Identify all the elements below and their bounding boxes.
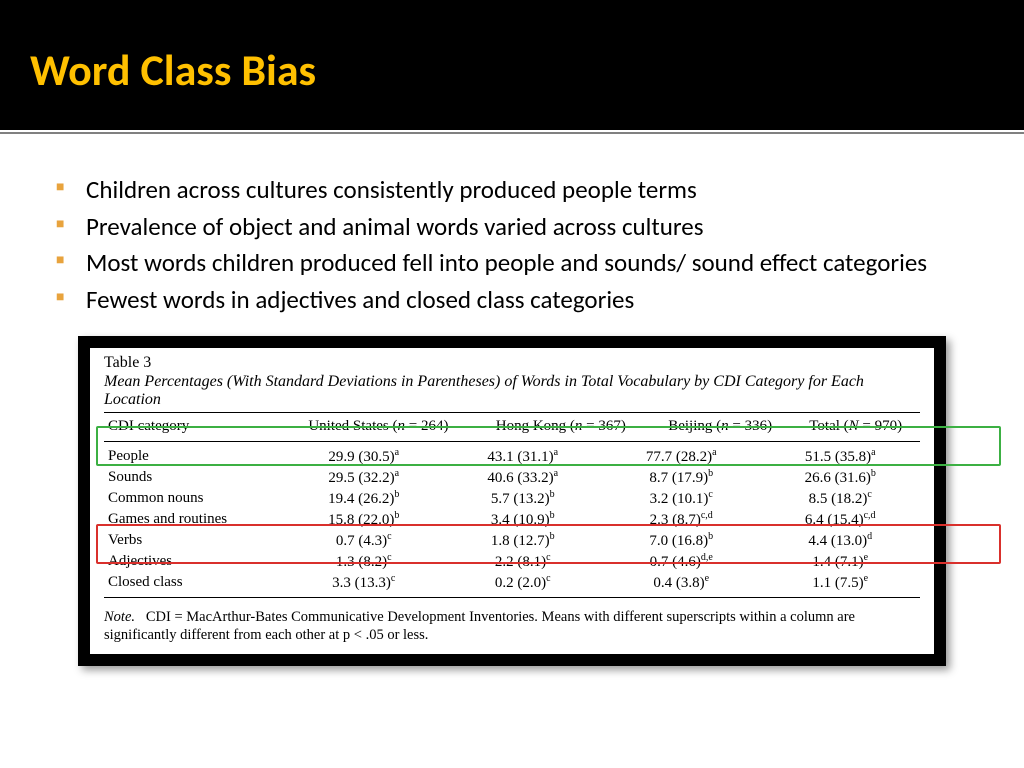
data-table-body: People29.9 (30.5)a43.1 (31.1)a77.7 (28.2… [104,446,920,593]
bullet-item: Prevalence of object and animal words va… [50,211,974,244]
cell-us: 3.3 (13.3)c [284,572,444,593]
table-row: Sounds29.5 (32.2)a40.6 (33.2)a8.7 (17.9)… [104,467,920,488]
cell-bj: 77.7 (28.2)a [602,446,760,467]
table-row: Closed class3.3 (13.3)c0.2 (2.0)c0.4 (3.… [104,572,920,593]
cell-hk: 1.8 (12.7)b [444,530,602,551]
cell-bj: 8.7 (17.9)b [602,467,760,488]
cell-total: 4.4 (13.0)d [760,530,920,551]
table-label: Table 3 [104,354,920,372]
table-col-header: Total (N = 970) [791,417,920,438]
table-row: Adjectives1.3 (8.2)c2.2 (8.1)c0.7 (4.6)d… [104,551,920,572]
table-row: Verbs0.7 (4.3)c1.8 (12.7)b7.0 (16.8)b4.4… [104,530,920,551]
bullet-list: Children across cultures consistently pr… [50,174,974,316]
table-note: Note. CDI = MacArthur-Bates Communicativ… [104,608,920,644]
cell-category: Verbs [104,530,284,551]
note-lead: Note. [104,609,135,625]
table-rule-bottom [104,597,920,598]
table-col-header: Beijing (n = 336) [649,417,792,438]
table-col-header: United States (n = 264) [284,417,473,438]
note-body: CDI = MacArthur-Bates Communicative Deve… [104,609,855,643]
cell-us: 29.5 (32.2)a [284,467,444,488]
slide-body: Children across cultures consistently pr… [0,134,1024,666]
cell-total: 26.6 (31.6)b [760,467,920,488]
cell-category: Closed class [104,572,284,593]
cell-category: Games and routines [104,509,284,530]
cell-total: 6.4 (15.4)c,d [760,509,920,530]
cell-hk: 0.2 (2.0)c [444,572,602,593]
cell-hk: 3.4 (10.9)b [444,509,602,530]
cell-hk: 5.7 (13.2)b [444,488,602,509]
data-table: CDI categoryUnited States (n = 264)Hong … [104,417,920,438]
cell-us: 15.8 (22.0)b [284,509,444,530]
table-container: Table 3 Mean Percentages (With Standard … [78,336,946,666]
cell-bj: 2.3 (8.7)c,d [602,509,760,530]
table-row: People29.9 (30.5)a43.1 (31.1)a77.7 (28.2… [104,446,920,467]
bullet-item: Fewest words in adjectives and closed cl… [50,284,974,317]
cell-bj: 3.2 (10.1)c [602,488,760,509]
cell-total: 51.5 (35.8)a [760,446,920,467]
cell-us: 1.3 (8.2)c [284,551,444,572]
table-rule-mid [104,441,920,442]
table-col-header: CDI category [104,417,284,438]
cell-hk: 43.1 (31.1)a [444,446,602,467]
title-bar: Word Class Bias [0,0,1024,130]
cell-category: Sounds [104,467,284,488]
cell-bj: 7.0 (16.8)b [602,530,760,551]
cell-category: Common nouns [104,488,284,509]
table-caption: Mean Percentages (With Standard Deviatio… [104,373,920,409]
table-header-row: CDI categoryUnited States (n = 264)Hong … [104,417,920,438]
cell-hk: 40.6 (33.2)a [444,467,602,488]
cell-total: 8.5 (18.2)c [760,488,920,509]
cell-total: 1.1 (7.5)e [760,572,920,593]
cell-category: People [104,446,284,467]
table-rule-top [104,412,920,413]
cell-bj: 0.7 (4.6)d,e [602,551,760,572]
bullet-item: Most words children produced fell into p… [50,247,974,280]
cell-total: 1.4 (7.1)e [760,551,920,572]
cell-category: Adjectives [104,551,284,572]
cell-bj: 0.4 (3.8)e [602,572,760,593]
cell-us: 0.7 (4.3)c [284,530,444,551]
slide-title: Word Class Bias [30,43,316,97]
table-row: Games and routines15.8 (22.0)b3.4 (10.9)… [104,509,920,530]
table-body: People29.9 (30.5)a43.1 (31.1)a77.7 (28.2… [104,446,920,593]
cell-us: 29.9 (30.5)a [284,446,444,467]
bullet-item: Children across cultures consistently pr… [50,174,974,207]
table-col-header: Hong Kong (n = 367) [473,417,649,438]
table-row: Common nouns19.4 (26.2)b5.7 (13.2)b3.2 (… [104,488,920,509]
cell-us: 19.4 (26.2)b [284,488,444,509]
cell-hk: 2.2 (8.1)c [444,551,602,572]
